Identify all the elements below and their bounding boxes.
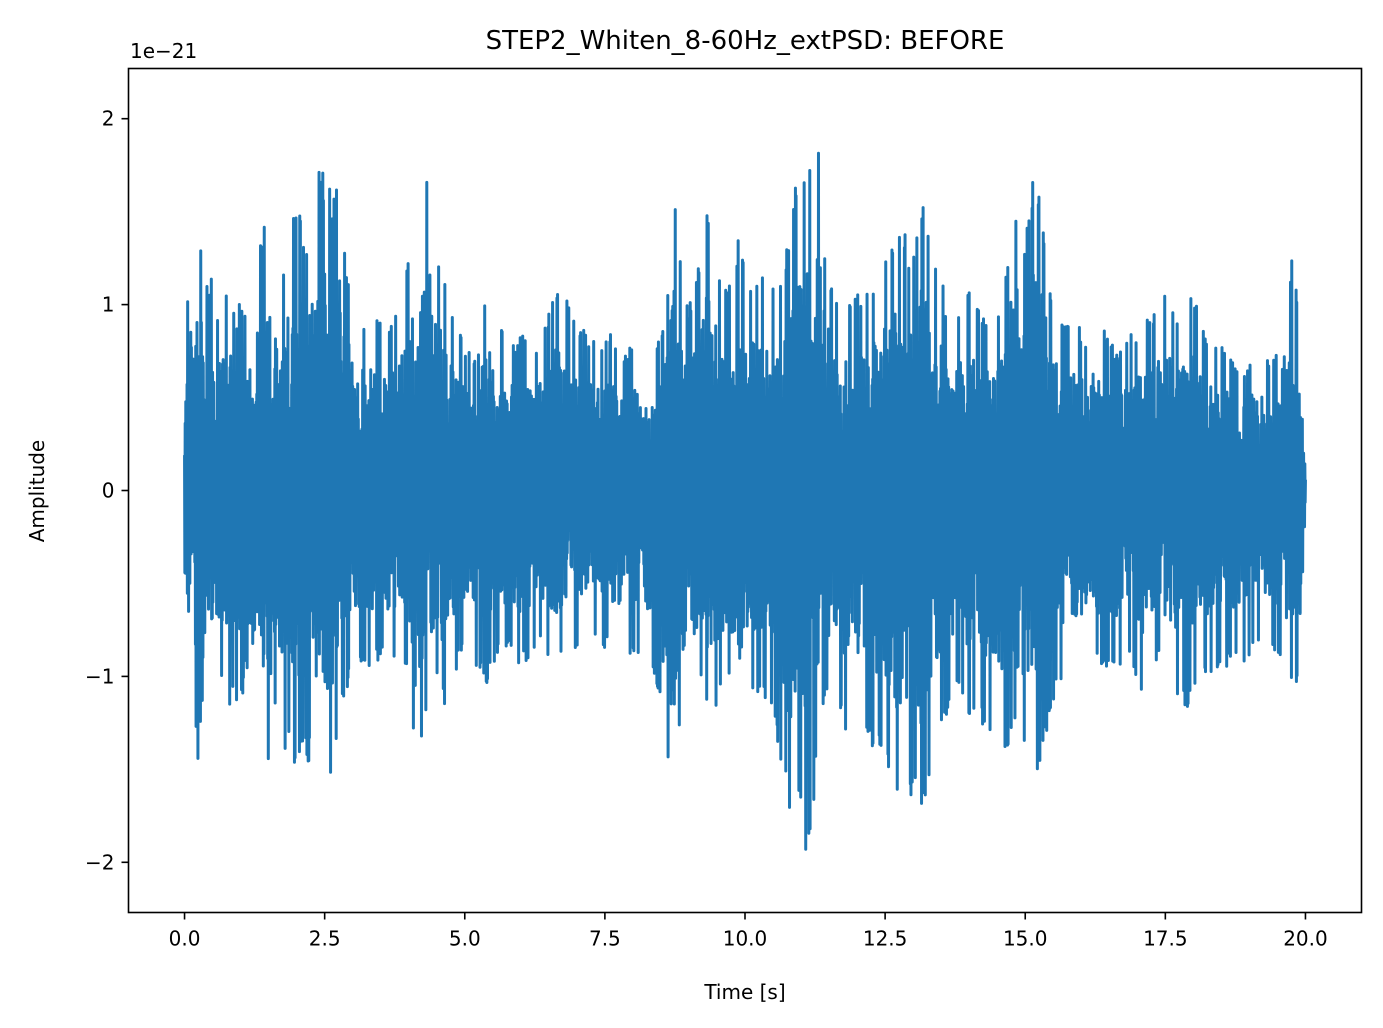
y-tick-label: 2 <box>102 107 115 131</box>
x-tick-label: 2.5 <box>309 927 341 951</box>
y-tick-label: 0 <box>102 479 115 503</box>
x-tick-label: 0.0 <box>169 927 201 951</box>
y-axis: −2 −1 0 1 2 <box>85 107 129 874</box>
y-tick-label: −1 <box>85 664 114 688</box>
x-tick-label: 10.0 <box>723 927 768 951</box>
x-tick-label: 15.0 <box>1003 927 1048 951</box>
plot-area <box>183 151 1307 851</box>
x-axis-label: Time [s] <box>703 980 785 1004</box>
x-tick-label: 12.5 <box>863 927 908 951</box>
plot-frame <box>127 67 1363 914</box>
series-line <box>183 151 1307 851</box>
x-tick-label: 17.5 <box>1143 927 1188 951</box>
x-tick-label: 5.0 <box>449 927 481 951</box>
y-offset-label: 1e−21 <box>130 39 197 63</box>
chart-title: STEP2_Whiten_8-60Hz_extPSD: BEFORE <box>486 26 1005 56</box>
y-tick-label: −2 <box>85 850 114 874</box>
x-tick-label: 7.5 <box>589 927 621 951</box>
x-axis: 0.0 2.5 5.0 7.5 10.0 12.5 15.0 17.5 20.0 <box>169 912 1328 951</box>
y-axis-label: Amplitude <box>25 440 49 543</box>
x-tick-label: 20.0 <box>1283 927 1328 951</box>
y-tick-label: 1 <box>102 293 115 317</box>
